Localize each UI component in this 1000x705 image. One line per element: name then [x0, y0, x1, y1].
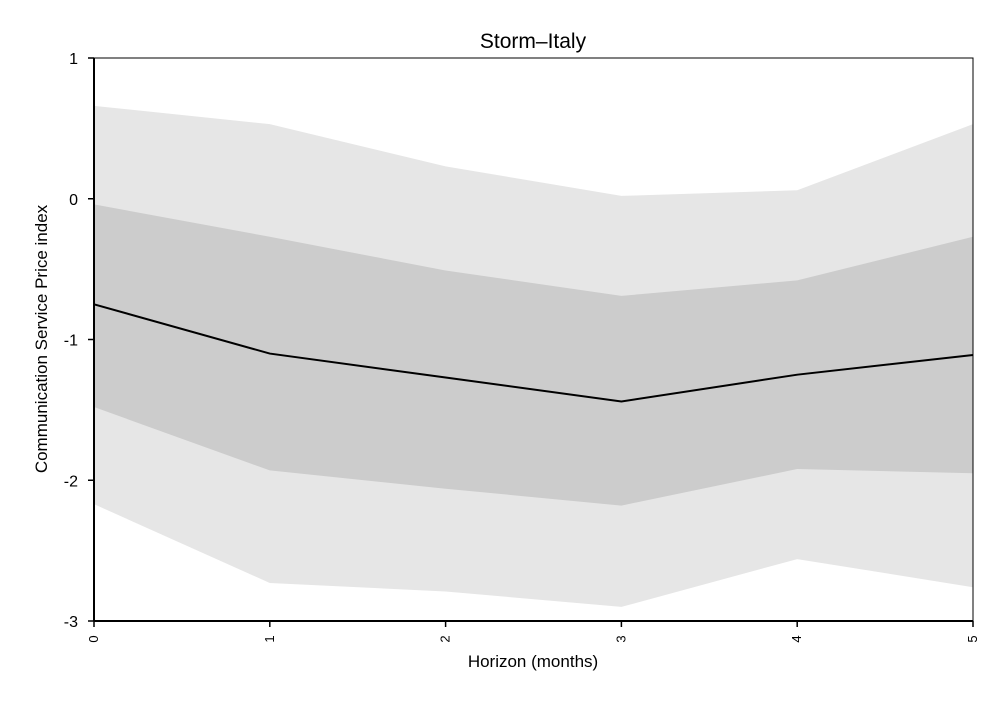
x-tick-label: 5: [965, 635, 980, 642]
y-tick-label: 0: [69, 192, 78, 209]
bands-layer: [94, 105, 973, 607]
y-tick-label: -2: [64, 473, 78, 490]
line-layer: [93, 303, 974, 403]
x-tick-label: 0: [86, 635, 101, 642]
x-tick-label: 4: [789, 635, 804, 642]
x-axis-label: Horizon (months): [468, 652, 598, 671]
x-tick-label: 3: [613, 635, 628, 642]
x-tick-label: 2: [438, 635, 453, 642]
chart-title: Storm–Italy: [480, 30, 587, 53]
x-tick-label: 1: [262, 635, 277, 642]
y-tick-label: -1: [64, 333, 78, 350]
axes-layer: 1 0 -1 -2 -3 0 1 2 3 4 5: [64, 51, 980, 643]
y-axis-label: Communication Service Price index: [32, 204, 51, 473]
y-tick-label: 1: [69, 51, 78, 68]
series-line-0: [93, 303, 974, 403]
inner-confidence-band: [94, 204, 973, 506]
y-tick-label: -3: [64, 614, 78, 631]
